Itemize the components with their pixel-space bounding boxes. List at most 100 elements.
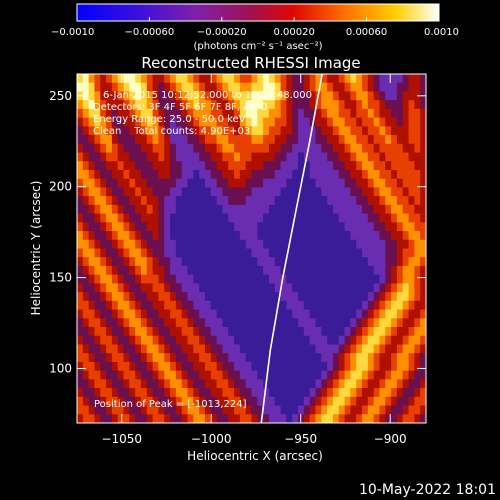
heatmap-cell	[274, 204, 282, 215]
heatmap-cell	[187, 405, 194, 415]
heatmap-cell	[239, 300, 247, 311]
heatmap-cell	[379, 126, 386, 136]
heatmap-cell	[187, 82, 194, 93]
heatmap-cell	[414, 204, 421, 215]
heatmap-cell	[263, 388, 270, 398]
heatmap-cell	[303, 388, 311, 398]
heatmap-cell	[187, 344, 194, 354]
heatmap-cell	[286, 396, 293, 407]
heatmap-cell	[309, 204, 317, 215]
heatmap-cell	[152, 100, 160, 110]
heatmap-cell	[321, 414, 328, 423]
heatmap-cell	[251, 335, 258, 346]
heatmap-cell	[82, 213, 90, 223]
heatmap-cell	[216, 126, 224, 136]
heatmap-cell	[321, 361, 328, 372]
heatmap-cell	[175, 117, 183, 127]
heatmap-cell	[199, 74, 206, 84]
heatmap-cell	[268, 82, 276, 93]
heatmap-cell	[396, 126, 404, 136]
heatmap-cell	[414, 388, 421, 398]
heatmap-cell	[332, 344, 340, 354]
heatmap-cell	[396, 292, 404, 302]
heatmap-cell	[350, 74, 357, 84]
heatmap-cell	[373, 239, 381, 250]
heatmap-cell	[170, 152, 177, 162]
heatmap-cell	[181, 100, 189, 110]
heatmap-cell	[222, 204, 229, 215]
heatmap-cell	[356, 396, 363, 407]
heatmap-cell	[152, 169, 160, 180]
heatmap-cell	[396, 257, 404, 267]
heatmap-cell	[123, 231, 130, 241]
heatmap-cell	[402, 161, 410, 171]
heatmap-cell	[420, 126, 426, 136]
heatmap-cell	[129, 265, 136, 276]
heatmap-cell	[367, 91, 375, 101]
heatmap-cell	[199, 178, 206, 189]
heatmap-cell	[164, 196, 171, 206]
heatmap-cell	[152, 135, 160, 145]
heatmap-cell	[216, 82, 224, 93]
heatmap-cell	[350, 265, 357, 276]
heatmap-cell	[356, 74, 363, 84]
heatmap-cell	[350, 370, 357, 380]
heatmap-cell	[251, 344, 258, 354]
heatmap-cell	[280, 152, 287, 162]
heatmap-cell	[321, 187, 328, 197]
heatmap-cell	[146, 213, 154, 223]
heatmap-cell	[251, 135, 258, 145]
heatmap-cell	[321, 74, 328, 84]
heatmap-cell	[187, 222, 194, 232]
heatmap-cell	[245, 135, 253, 145]
heatmap-cell	[420, 117, 426, 127]
heatmap-cell	[402, 318, 410, 328]
heatmap-cell	[321, 327, 328, 337]
heatmap-cell	[210, 405, 218, 415]
heatmap-cell	[152, 327, 160, 337]
heatmap-cell	[117, 100, 125, 110]
heatmap-cell	[350, 327, 357, 337]
heatmap-cell	[396, 388, 404, 398]
heatmap-cell	[239, 344, 247, 354]
heatmap-cell	[117, 335, 125, 346]
heatmap-cell	[111, 178, 119, 189]
heatmap-cell	[303, 370, 311, 380]
heatmap-cell	[234, 405, 241, 415]
heatmap-cell	[135, 370, 142, 380]
heatmap-cell	[350, 388, 357, 398]
heatmap-cell	[298, 82, 305, 93]
heatmap-cell	[146, 82, 154, 93]
heatmap-cell	[146, 152, 154, 162]
heatmap-cell	[402, 327, 410, 337]
heatmap-cell	[152, 353, 160, 363]
heatmap-cell	[123, 353, 130, 363]
heatmap-cell	[94, 161, 101, 171]
heatmap-cell	[385, 178, 392, 189]
heatmap-cell	[263, 292, 270, 302]
heatmap-cell	[129, 388, 136, 398]
heatmap-cell	[152, 300, 160, 311]
heatmap-cell	[234, 126, 241, 136]
heatmap-cell	[356, 196, 363, 206]
heatmap-cell	[234, 257, 241, 267]
heatmap-cell	[216, 231, 224, 241]
heatmap-cell	[315, 414, 322, 423]
heatmap-cell	[356, 100, 363, 110]
heatmap-cell	[164, 91, 171, 101]
heatmap-cell	[280, 169, 287, 180]
heatmap-cell	[123, 274, 130, 284]
heatmap-cell	[286, 178, 293, 189]
heatmap-cell	[315, 370, 322, 380]
heatmap-cell	[292, 309, 299, 319]
heatmap-cell	[222, 213, 229, 223]
heatmap-cell	[94, 231, 101, 241]
heatmap-cell	[216, 379, 224, 389]
heatmap-cell	[239, 231, 247, 241]
heatmap-cell	[193, 108, 200, 119]
heatmap-cell	[367, 161, 375, 171]
heatmap-cell	[251, 178, 258, 189]
heatmap-cell	[402, 143, 410, 154]
heatmap-cell	[292, 117, 299, 127]
heatmap-cell	[170, 248, 177, 258]
